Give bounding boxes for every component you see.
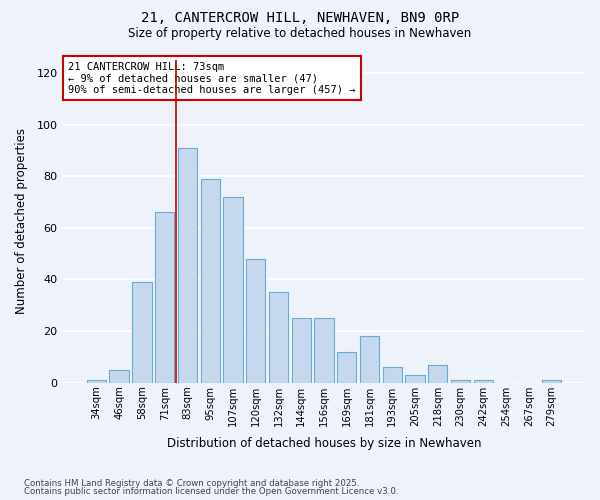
Bar bbox=[87, 380, 106, 382]
Bar bbox=[314, 318, 334, 382]
Bar bbox=[178, 148, 197, 382]
Y-axis label: Number of detached properties: Number of detached properties bbox=[15, 128, 28, 314]
X-axis label: Distribution of detached houses by size in Newhaven: Distribution of detached houses by size … bbox=[167, 437, 481, 450]
Bar bbox=[360, 336, 379, 382]
Bar bbox=[223, 197, 242, 382]
Text: 21 CANTERCROW HILL: 73sqm
← 9% of detached houses are smaller (47)
90% of semi-d: 21 CANTERCROW HILL: 73sqm ← 9% of detach… bbox=[68, 62, 356, 95]
Bar bbox=[473, 380, 493, 382]
Text: Contains public sector information licensed under the Open Government Licence v3: Contains public sector information licen… bbox=[24, 487, 398, 496]
Bar bbox=[132, 282, 152, 382]
Bar bbox=[451, 380, 470, 382]
Bar bbox=[337, 352, 356, 382]
Bar bbox=[269, 292, 288, 382]
Bar bbox=[109, 370, 129, 382]
Bar bbox=[383, 367, 402, 382]
Bar bbox=[406, 375, 425, 382]
Bar bbox=[292, 318, 311, 382]
Bar bbox=[200, 179, 220, 382]
Bar bbox=[246, 259, 265, 382]
Bar bbox=[428, 364, 448, 382]
Text: 21, CANTERCROW HILL, NEWHAVEN, BN9 0RP: 21, CANTERCROW HILL, NEWHAVEN, BN9 0RP bbox=[141, 12, 459, 26]
Bar bbox=[542, 380, 561, 382]
Bar bbox=[155, 212, 175, 382]
Text: Contains HM Land Registry data © Crown copyright and database right 2025.: Contains HM Land Registry data © Crown c… bbox=[24, 478, 359, 488]
Text: Size of property relative to detached houses in Newhaven: Size of property relative to detached ho… bbox=[128, 28, 472, 40]
